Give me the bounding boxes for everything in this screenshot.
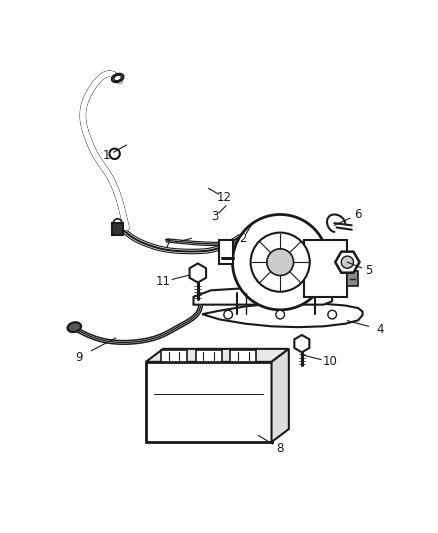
Circle shape <box>223 310 232 319</box>
Circle shape <box>250 232 309 292</box>
Circle shape <box>266 249 293 276</box>
Polygon shape <box>193 288 332 305</box>
Text: 11: 11 <box>155 275 170 288</box>
Ellipse shape <box>113 75 121 80</box>
Text: 6: 6 <box>353 208 361 221</box>
Circle shape <box>109 149 120 159</box>
Polygon shape <box>145 349 288 362</box>
Text: 4: 4 <box>375 323 383 336</box>
Circle shape <box>232 214 327 310</box>
Bar <box>219 240 232 264</box>
Text: 10: 10 <box>322 356 337 368</box>
Bar <box>145 362 271 442</box>
Bar <box>112 223 123 235</box>
Text: 3: 3 <box>211 210 219 223</box>
Text: 8: 8 <box>276 442 283 455</box>
Circle shape <box>275 310 284 319</box>
Bar <box>230 350 256 362</box>
Text: 9: 9 <box>75 351 82 364</box>
Text: 5: 5 <box>364 264 372 277</box>
Ellipse shape <box>112 74 123 82</box>
Bar <box>161 350 187 362</box>
Bar <box>195 350 221 362</box>
Ellipse shape <box>67 322 81 332</box>
Polygon shape <box>202 303 362 327</box>
Polygon shape <box>271 349 288 442</box>
Circle shape <box>327 310 336 319</box>
Text: 2: 2 <box>239 232 247 245</box>
Text: 1: 1 <box>103 149 110 163</box>
Bar <box>304 240 346 297</box>
Circle shape <box>113 219 122 228</box>
Text: 7: 7 <box>163 238 171 252</box>
Text: 12: 12 <box>216 191 231 204</box>
Bar <box>346 271 357 286</box>
Circle shape <box>340 256 353 268</box>
